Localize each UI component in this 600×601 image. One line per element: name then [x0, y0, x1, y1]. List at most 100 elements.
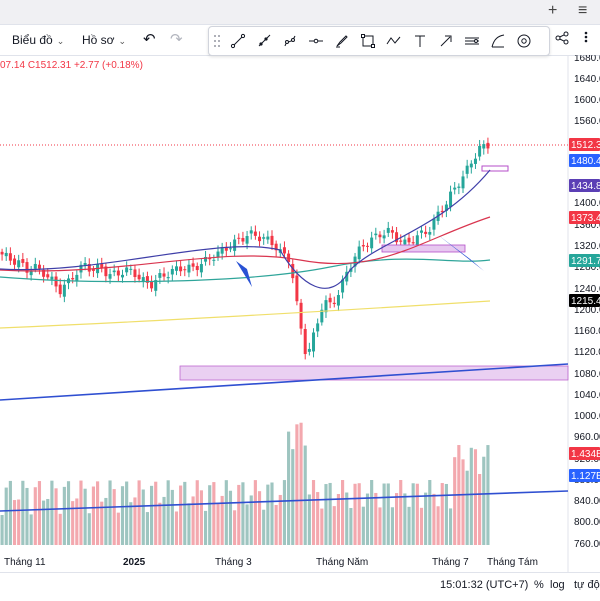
auto-toggle[interactable]: tự động	[574, 579, 600, 591]
path-icon	[386, 36, 401, 45]
candle-body	[8, 253, 12, 261]
volume-bar	[390, 507, 394, 545]
volume-bar	[266, 484, 270, 545]
arrow-tool[interactable]	[435, 30, 457, 52]
volume-bar	[274, 504, 278, 545]
candle-body	[100, 263, 104, 268]
target-icon	[517, 34, 531, 48]
candle-body	[158, 273, 162, 278]
horizontal-line-tool[interactable]	[305, 30, 327, 52]
candle-body	[353, 256, 357, 267]
ma20-line	[0, 169, 491, 289]
candle-body	[154, 280, 158, 291]
candle-body	[453, 187, 457, 190]
candle-body	[253, 231, 257, 236]
ray-tool[interactable]	[253, 30, 275, 52]
extended-line-tool[interactable]	[279, 30, 301, 52]
candle-body	[54, 276, 58, 287]
chart-menu-button[interactable]: Biểu đồ ⌄	[12, 25, 64, 55]
path-tool[interactable]	[383, 30, 405, 52]
price-chart[interactable]: 1680.00 1640.00 1600.00 1560.00 1400.00 1360.…	[0, 55, 600, 572]
price-badge-label: 1512.31	[571, 140, 600, 151]
price-badge	[569, 211, 600, 224]
trend-line-tool[interactable]	[227, 30, 249, 52]
redo-button[interactable]: ↷	[170, 31, 183, 48]
price-tick-label: 1560.00	[574, 116, 600, 127]
menu-icon[interactable]: ≡	[578, 2, 588, 19]
candle-body	[42, 269, 46, 277]
candle-body	[108, 274, 112, 279]
volume-bar	[374, 492, 378, 545]
time-tick-label: 2025	[123, 557, 146, 568]
volume-bar	[432, 493, 436, 545]
volume-bar	[17, 499, 21, 545]
candle-body	[266, 236, 270, 240]
percent-toggle[interactable]: %	[534, 579, 544, 591]
price-tick-label: 1120.00	[574, 347, 600, 358]
rectangle-tool[interactable]	[357, 30, 379, 52]
volume-bar	[316, 492, 320, 545]
volume-bar	[270, 482, 274, 545]
more-button[interactable]	[580, 25, 592, 55]
volume-bar	[253, 480, 257, 545]
price-badge-label: 1480.4	[571, 156, 600, 167]
candle-body	[216, 251, 220, 258]
candle-body	[324, 300, 328, 313]
candle-body	[312, 332, 316, 352]
candle-body	[399, 240, 403, 242]
volume-bar	[353, 483, 357, 545]
brush-tool[interactable]	[331, 30, 353, 52]
volume-bar	[100, 501, 104, 545]
volume-bar	[104, 497, 108, 545]
candle-body	[179, 266, 183, 272]
candle-body	[237, 237, 241, 239]
volume-bar	[224, 480, 228, 545]
volume-bar	[21, 480, 25, 545]
candle-body	[183, 269, 187, 271]
undo-button[interactable]: ↶	[143, 31, 156, 48]
trend-line-icon	[230, 33, 246, 49]
time-axis[interactable]: Tháng 11 2025 Tháng 3 Tháng Năm Tháng 7 Tháng…	[4, 557, 538, 568]
candle-body	[212, 259, 216, 261]
drag-handle-icon[interactable]	[213, 34, 221, 48]
ohlc-quote: 07.14 C1512.31 +2.77 (+0.18%)	[0, 60, 143, 71]
status-bar: 15:01:32 (UTC+7) % log tự động	[0, 572, 600, 601]
volume-bar	[361, 506, 365, 545]
text-tool[interactable]	[409, 30, 431, 52]
volume-bar	[278, 494, 282, 545]
candle-body	[411, 242, 415, 244]
add-tab-button[interactable]: +	[548, 2, 558, 19]
volume-bar	[237, 484, 241, 545]
volume-bar	[42, 500, 46, 545]
volume-bar	[145, 512, 149, 545]
share-button[interactable]	[555, 25, 569, 55]
long-position-tool[interactable]	[461, 30, 483, 52]
text-icon	[415, 35, 425, 47]
candle-body	[432, 218, 436, 230]
long-position-icon	[465, 37, 479, 45]
clock-readout[interactable]: 15:01:32 (UTC+7)	[440, 579, 529, 591]
share-icon	[555, 31, 569, 45]
candle-body	[303, 329, 307, 355]
candle-body	[461, 176, 465, 189]
volume-bar	[54, 488, 58, 545]
volume-bar	[154, 481, 158, 545]
price-badges: 1512.31 1480.4 1434.8 1373.4 1291.7 1215.4 1.4…	[569, 138, 600, 482]
price-badge-label: 1.434B	[571, 449, 600, 460]
ma200-line	[0, 300, 491, 329]
volume-bar	[162, 496, 166, 545]
fib-tool[interactable]	[487, 30, 509, 52]
volume-bar	[83, 488, 87, 545]
price-tick-label: 800.00	[574, 517, 600, 528]
candle-body	[162, 273, 166, 277]
candle-body	[395, 232, 399, 243]
measure-tool[interactable]	[513, 30, 535, 52]
profile-menu-button[interactable]: Hồ sơ ⌄	[82, 25, 126, 55]
candle-body	[482, 144, 486, 149]
candlesticks	[0, 137, 490, 360]
candle-body	[415, 235, 419, 246]
log-toggle[interactable]: log	[550, 579, 565, 591]
support-trendline	[0, 363, 569, 401]
volume-bar	[249, 495, 253, 545]
quote-close: C1512.31	[27, 60, 72, 71]
